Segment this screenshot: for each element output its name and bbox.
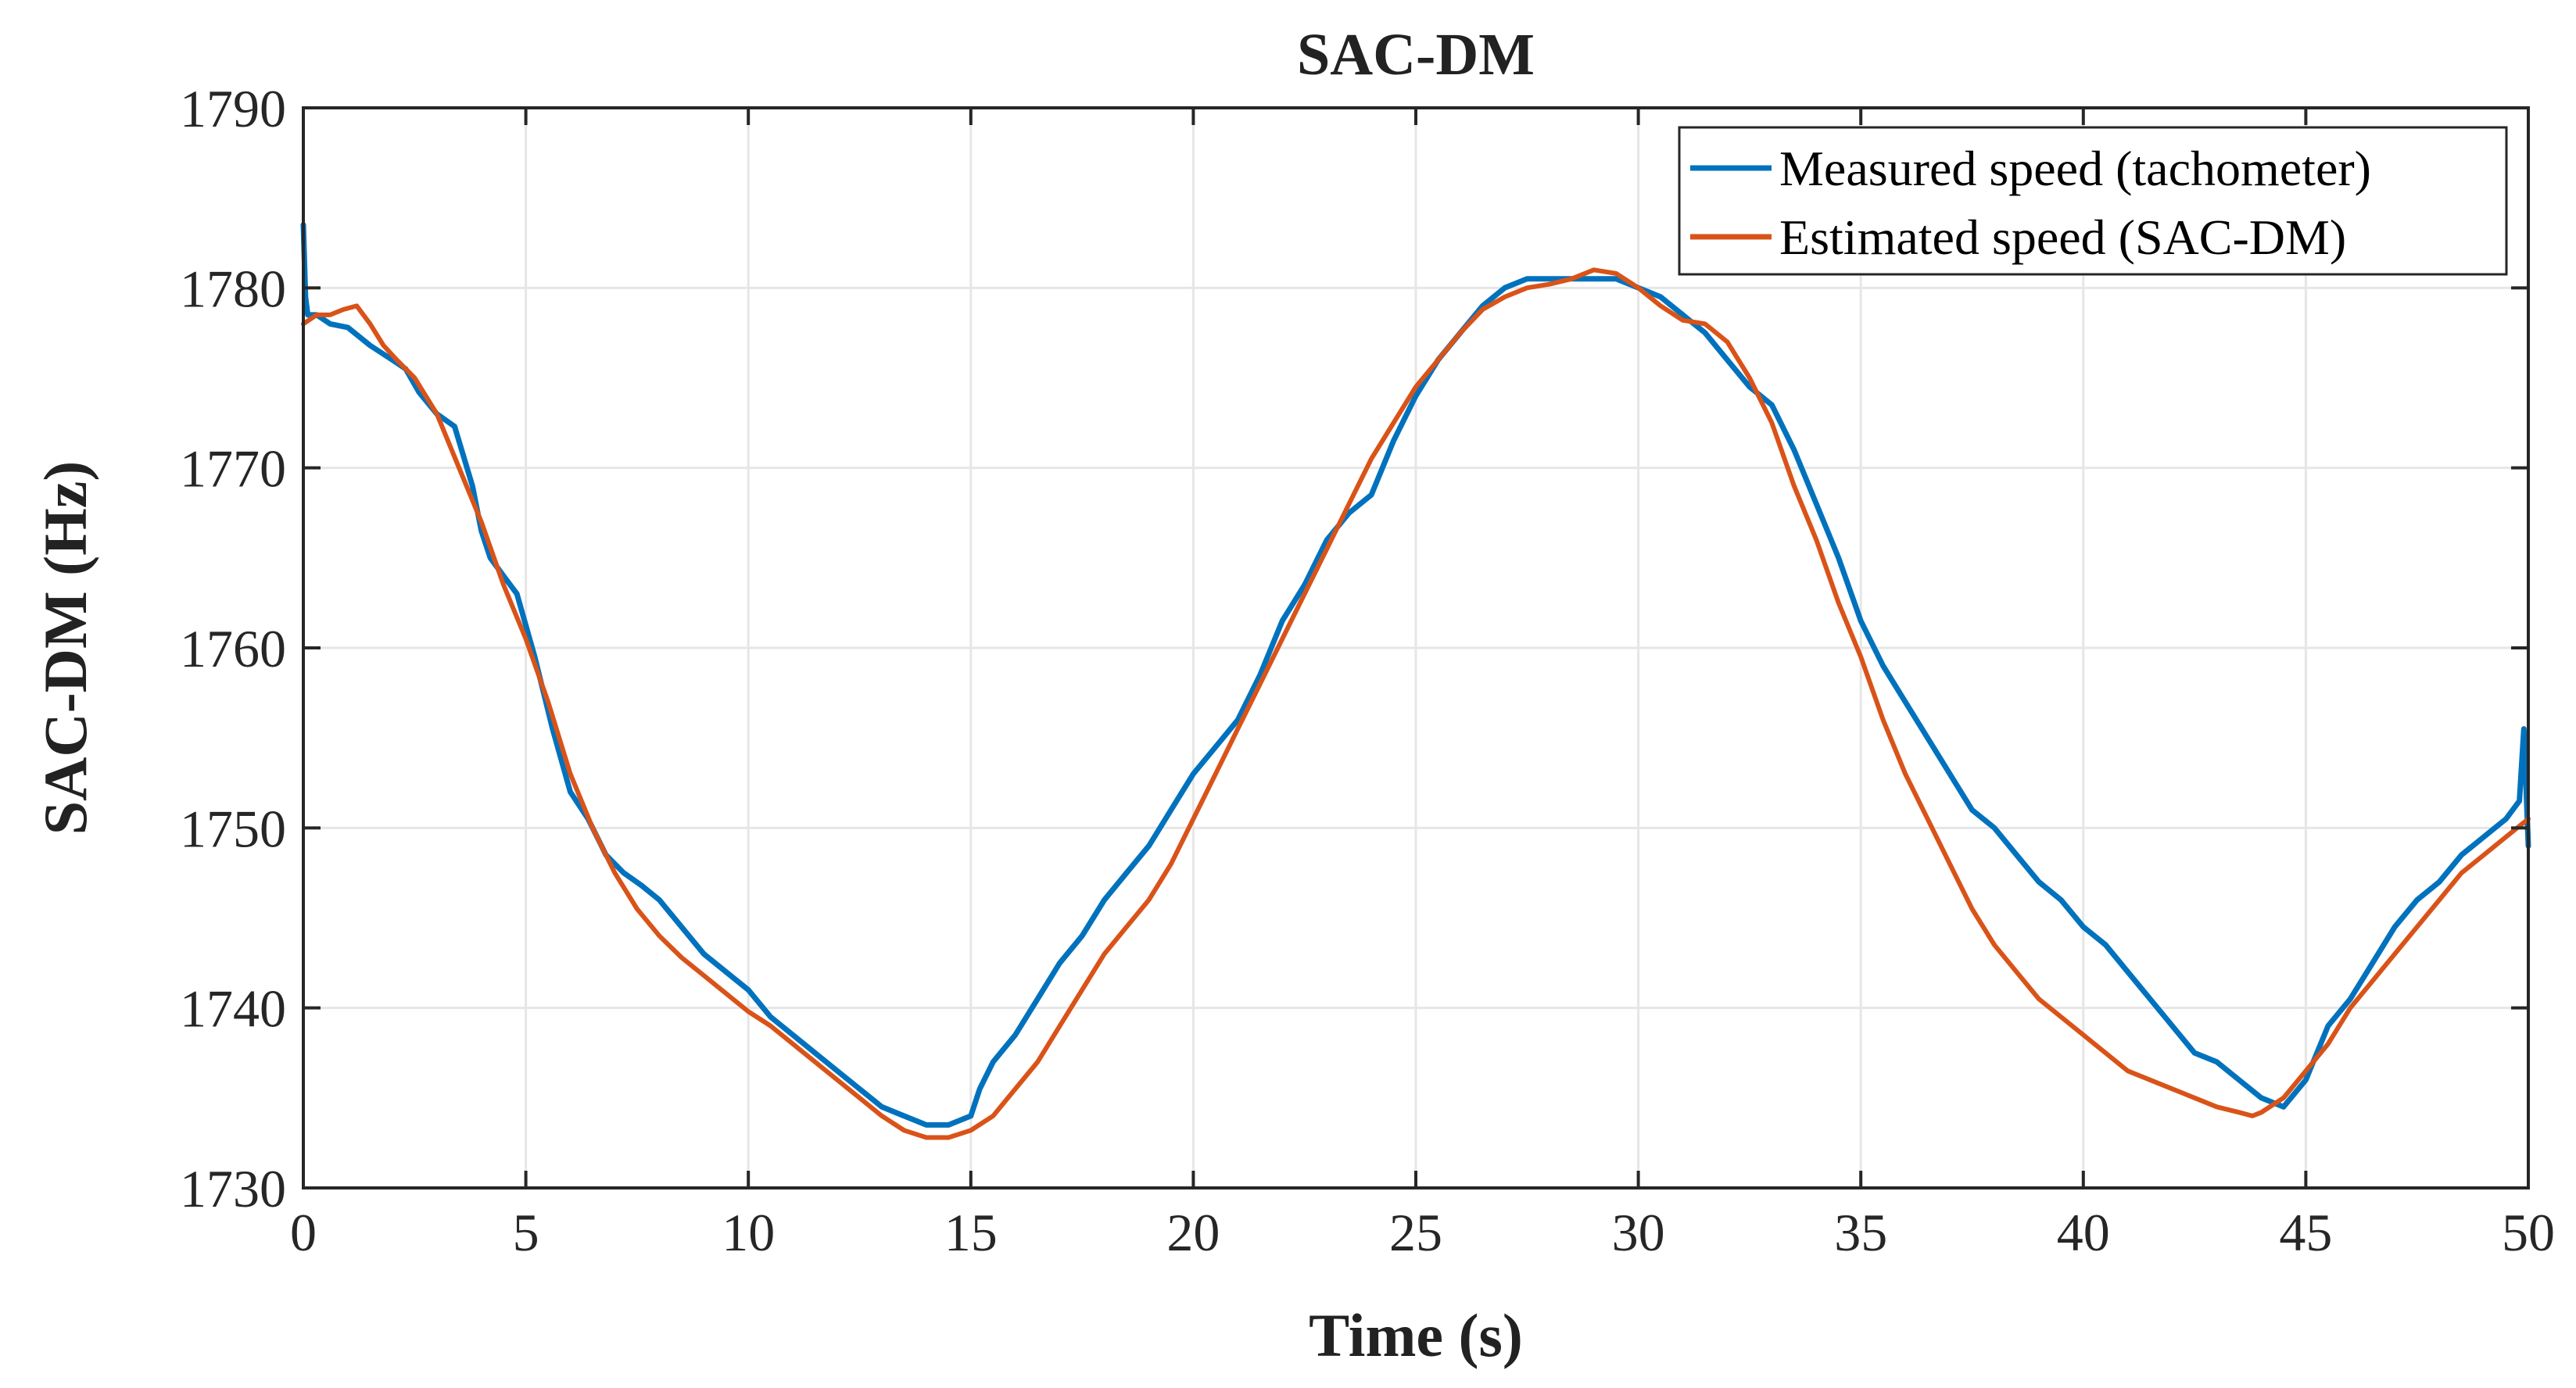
legend-box — [1678, 126, 2508, 276]
x-tick-label: 45 — [2279, 1203, 2332, 1262]
axis-ticks: 0 5 10 15 20 25 30 35 40 45 50 1730 1740 1750 1760 1770… — [180, 79, 2555, 1262]
x-tick-label: 40 — [2057, 1203, 2110, 1262]
y-axis-label: SAC-DM (Hz) — [31, 461, 99, 835]
x-tick-label: 35 — [1834, 1203, 1887, 1262]
x-tick-label: 20 — [1166, 1203, 1220, 1262]
x-tick-label: 10 — [722, 1203, 775, 1262]
y-tick-label: 1740 — [180, 979, 286, 1039]
y-tick-label: 1780 — [180, 259, 286, 318]
y-tick-label: 1790 — [180, 79, 286, 138]
x-tick-label: 30 — [1612, 1203, 1665, 1262]
x-tick-label: 25 — [1389, 1203, 1442, 1262]
chart-title: SAC-DM — [1297, 22, 1535, 88]
y-tick-label: 1770 — [180, 439, 286, 499]
legend: Measured speed (tachometer) Estimated sp… — [1678, 126, 2508, 276]
x-tick-label: 15 — [944, 1203, 998, 1262]
legend-label-measured: Measured speed (tachometer) — [1779, 141, 2371, 196]
x-tick-label: 50 — [2502, 1203, 2555, 1262]
x-tick-label: 0 — [290, 1203, 317, 1262]
y-tick-label: 1730 — [180, 1159, 286, 1218]
plot-area — [300, 222, 2531, 1140]
y-tick-label: 1750 — [180, 799, 286, 858]
x-axis-label: Time (s) — [1309, 1301, 1523, 1369]
y-tick-label: 1760 — [180, 619, 286, 678]
series-line-estimated — [301, 267, 2531, 1140]
legend-label-estimated: Estimated speed (SAC-DM) — [1779, 209, 2346, 265]
x-tick-label: 5 — [513, 1203, 539, 1262]
